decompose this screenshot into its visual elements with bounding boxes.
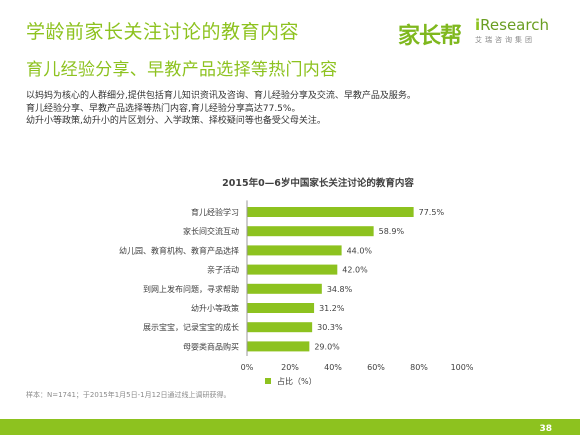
legend-label: 占比（%） [277,376,317,386]
data-label: 44.0% [347,246,373,255]
x-tick-label: 40% [324,363,342,372]
data-label: 29.0% [314,342,340,351]
x-tick-label: 80% [410,363,428,372]
data-label: 58.9% [379,227,405,236]
bar [247,226,374,237]
page-number: 38 [539,424,552,434]
page-subtitle: 育儿经验分享、早教产品选择等热门内容 [26,60,338,80]
category-label: 亲子活动 [207,265,239,275]
x-tick-label: 60% [367,363,385,372]
category-label: 育儿经验学习 [191,207,239,217]
iresearch-brand-i: i [475,16,481,34]
bar [247,264,338,275]
data-label: 77.5% [419,208,445,217]
x-tick-label: 20% [281,363,299,372]
bar [247,322,313,333]
bar [247,245,342,256]
description-line-3: 幼升小等政策,幼升小的片区划分、入学政策、择校疑问等也备受父母关注。 [26,116,326,126]
category-label: 母婴类商品购买 [183,341,239,351]
category-label: 展示宝宝，记录宝宝的成长 [143,322,239,332]
category-label: 家长间交流互动 [183,226,239,236]
data-label: 30.3% [317,323,343,332]
data-label: 42.0% [342,266,368,275]
chart-title: 2015年0—6岁中国家长关注讨论的教育内容 [222,177,414,189]
footer-note: 样本：N=1741；于2015年1月5日-1月12日通过线上调研获得。 [26,391,231,399]
bar [247,303,315,313]
category-label: 到网上发布问题，寻求帮助 [143,284,239,294]
data-label: 31.2% [319,304,345,313]
jiazhangbang-logo: 家长帮 [398,24,462,49]
iresearch-brand: iResearch [475,16,565,34]
iresearch-cn-name: 艾瑞咨询集团 [475,36,535,44]
description-line-2: 育儿经验分享、早教产品选择等热门内容,育儿经验分享高达77.5%。 [26,103,301,114]
bar [247,283,322,294]
category-label: 幼升小等政策 [191,303,239,313]
iresearch-brand-text: Research [480,16,549,34]
legend-swatch [265,378,271,384]
description: 以妈妈为核心的人群细分,提供包括育儿知识资讯及咨询、育儿经验分享及交流、早教产品… [26,90,566,128]
bar [247,207,414,217]
data-label: 34.8% [327,285,353,294]
bar [247,341,310,352]
x-tick-label: 100% [451,363,474,372]
category-label: 幼儿园、教育机构、教育产品选择 [119,245,239,255]
page-footer-bar [0,419,580,435]
x-tick-label: 0% [241,363,254,372]
iresearch-logo: iResearch 艾瑞咨询集团 [475,16,565,45]
page-title: 学龄前家长关注讨论的教育内容 [26,21,300,43]
description-line-1: 以妈妈为核心的人群细分,提供包括育儿知识资讯及咨询、育儿经验分享及交流、早教产品… [26,91,416,101]
